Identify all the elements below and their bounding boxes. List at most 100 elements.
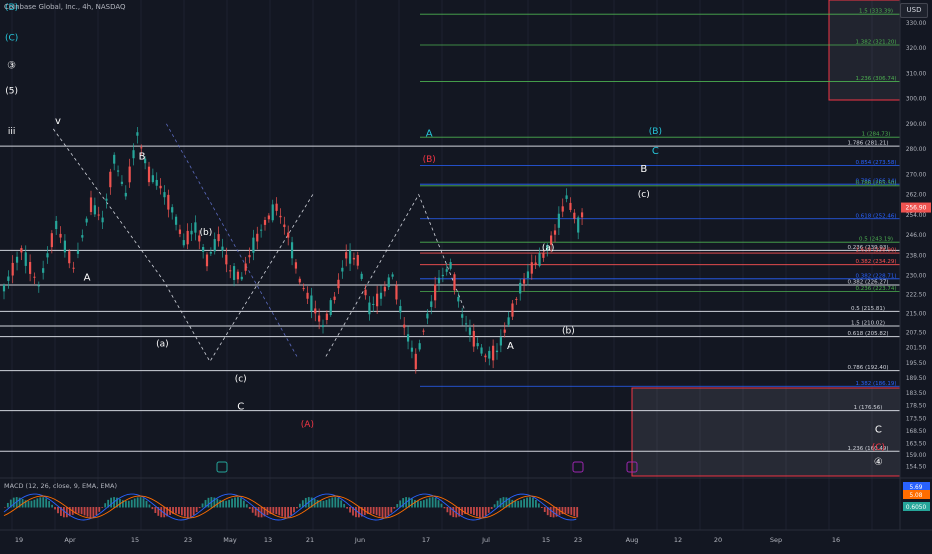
wave-label: (B): [423, 155, 436, 165]
candle-body: [360, 273, 363, 279]
candle-body: [283, 224, 286, 228]
wave-label: A: [84, 273, 91, 284]
candle-body: [406, 334, 410, 342]
price-tick-label: 270.00: [906, 172, 927, 178]
fib-level-label: 0.786 (265.50): [855, 180, 896, 186]
macd-histogram-bar: [540, 507, 543, 508]
event-icon: [572, 461, 584, 473]
macd-histogram-bar: [526, 497, 528, 508]
macd-histogram-bar: [378, 507, 381, 517]
candle-body: [376, 293, 379, 307]
macd-histogram-bar: [558, 507, 561, 516]
fib-level-label: 0.854 (273.58): [855, 160, 896, 166]
candle-body: [76, 250, 80, 254]
macd-histogram-bar: [535, 499, 537, 508]
wave-label: A: [426, 129, 433, 140]
fib-level-label: 0.382 (234.29): [855, 259, 896, 265]
macd-histogram-bar: [234, 497, 236, 508]
macd-histogram-bar: [68, 507, 71, 517]
macd-histogram-bar: [375, 507, 378, 516]
macd-histogram-bar: [198, 507, 201, 509]
wave-label: iii: [8, 127, 16, 137]
candle-body: [271, 204, 274, 221]
macd-histogram-bar: [275, 507, 278, 515]
candle-body: [151, 175, 154, 183]
currency-button[interactable]: USD: [900, 3, 928, 18]
candle-body: [410, 347, 414, 352]
macd-histogram-bar: [248, 507, 251, 509]
candle-body: [213, 239, 216, 252]
macd-histogram-bar: [195, 507, 198, 513]
candle-body: [89, 197, 93, 213]
candle-body: [132, 150, 135, 159]
macd-histogram-bar: [278, 507, 281, 516]
macd-histogram-bar: [337, 498, 340, 508]
macd-histogram-bar: [340, 500, 343, 508]
fib-level-label: 1 (176.56): [854, 405, 883, 411]
current-price-label: 256.90: [906, 205, 927, 212]
instrument-title: Coinbase Global, Inc., 4h, NASDAQ: [4, 3, 126, 11]
macd-histogram-bar: [272, 507, 275, 514]
macd-histogram-bar: [576, 507, 579, 518]
candle-body: [310, 295, 313, 312]
target-zone-upper: [828, 0, 901, 101]
candle-body: [395, 285, 398, 300]
candle-body: [101, 217, 104, 223]
wave-label: A: [507, 341, 514, 352]
macd-histogram-bar: [343, 503, 346, 508]
macd-histogram-bar: [166, 507, 169, 517]
price-tick-label: 222.50: [906, 292, 927, 298]
macd-histogram-bar: [346, 507, 348, 509]
fib-level-label: 1.382 (321.20): [855, 39, 896, 45]
macd-histogram-bar: [437, 500, 440, 508]
time-tick-label: 13: [264, 536, 272, 544]
candle-body: [372, 303, 375, 305]
macd-histogram-bar: [366, 507, 369, 514]
candle-body: [155, 179, 158, 186]
macd-histogram-bar: [529, 497, 531, 508]
candle-body: [2, 284, 6, 292]
candle-body: [546, 245, 549, 251]
candle-body: [68, 251, 71, 264]
macd-histogram-bar: [452, 507, 455, 518]
macd-histogram-bar: [251, 507, 254, 513]
candle-body: [352, 257, 356, 260]
macd-value-badge: [903, 490, 930, 499]
macd-histogram-bar: [573, 507, 576, 517]
macd-histogram-bar: [130, 499, 133, 508]
wave-label: (C): [872, 443, 885, 453]
candle-body: [116, 170, 120, 172]
price-tick-label: 280.00: [906, 147, 927, 153]
wave-label: (B): [5, 3, 18, 13]
macd-histogram-bar: [228, 499, 230, 508]
candle-body: [333, 296, 336, 300]
fib-level-label: 1.236 (306.74): [855, 76, 896, 82]
macd-histogram-bar: [119, 498, 121, 508]
macd-histogram-bar: [508, 498, 511, 508]
candle-body: [260, 229, 263, 231]
candle-body: [306, 292, 309, 299]
macd-label: MACD (12, 26, close, 9, EMA, EMA): [4, 482, 118, 490]
candle-body: [109, 171, 112, 188]
macd-histogram-bar: [431, 497, 434, 508]
macd-histogram-bar: [313, 498, 316, 508]
candle-body: [391, 274, 394, 277]
candle-body: [495, 350, 499, 353]
macd-histogram-bar: [237, 497, 239, 508]
candle-body: [542, 252, 545, 258]
price-tick-label: 290.00: [906, 122, 927, 128]
candle-body: [480, 347, 483, 354]
macd-histogram-bar: [514, 500, 517, 508]
macd-histogram-bar: [331, 497, 334, 508]
macd-histogram-bar: [417, 500, 419, 508]
candle-body: [511, 303, 514, 317]
macd-histogram-bar: [201, 503, 204, 508]
time-tick-label: May: [223, 536, 237, 544]
macd-histogram-bar: [440, 503, 443, 508]
time-tick-label: 16: [832, 536, 840, 544]
macd-histogram-bar: [219, 500, 222, 508]
macd-histogram-bar: [163, 507, 166, 518]
